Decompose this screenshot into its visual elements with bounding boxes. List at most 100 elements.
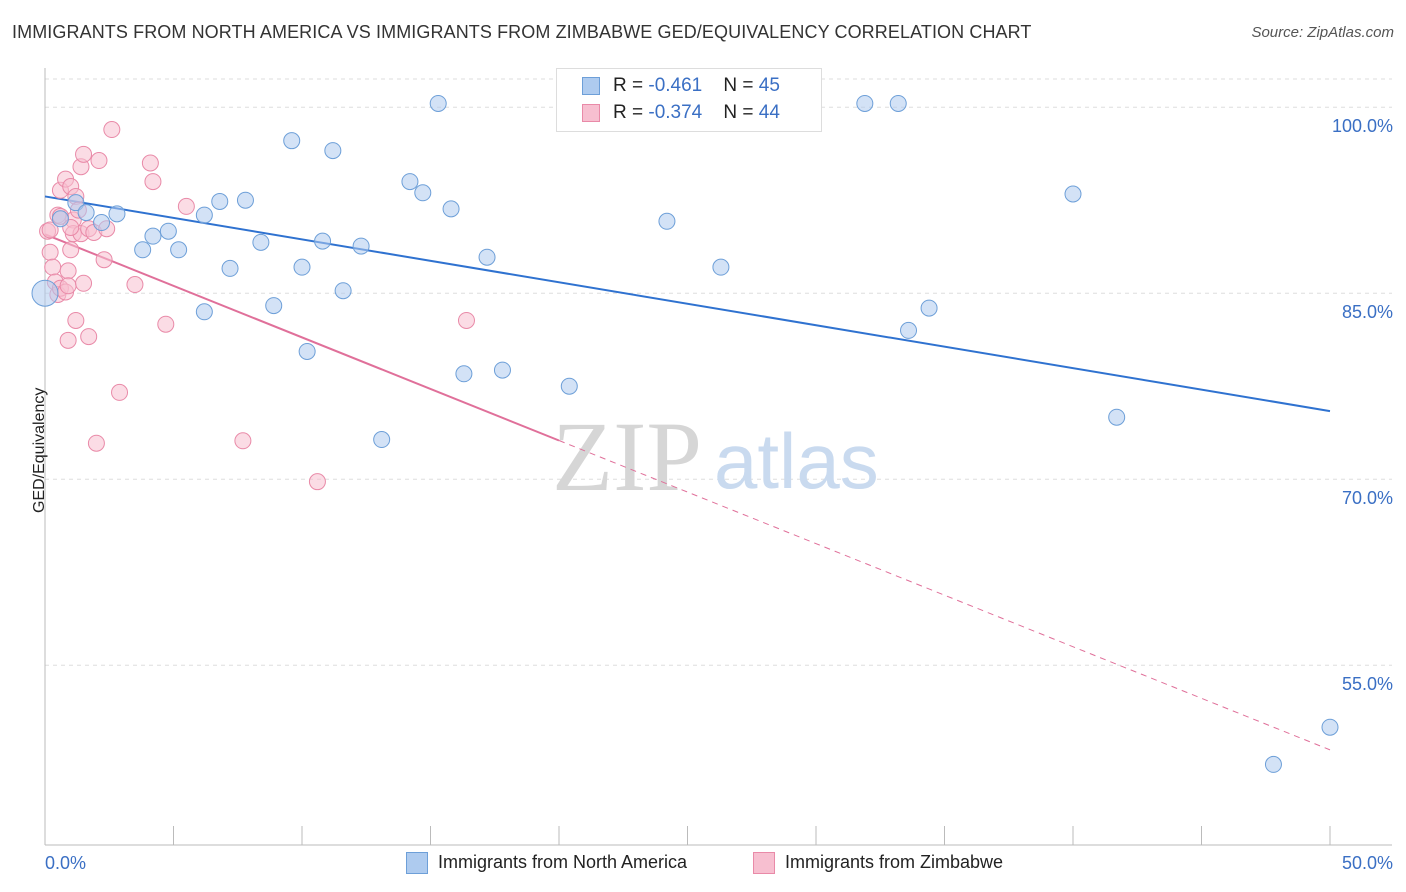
north-america-point bbox=[455, 365, 473, 383]
legend-swatch-blue bbox=[582, 77, 600, 95]
north-america-point bbox=[429, 94, 447, 112]
y-tick-label: 55.0% bbox=[1342, 674, 1393, 694]
north-america-point bbox=[170, 241, 188, 259]
legend-r-value: -0.374 bbox=[648, 102, 703, 123]
zimbabwe-point bbox=[59, 277, 77, 295]
zimbabwe-point bbox=[67, 311, 85, 329]
zimbabwe-point bbox=[62, 241, 80, 259]
north-america-point bbox=[265, 297, 283, 315]
north-america-point bbox=[1064, 185, 1082, 203]
data-points bbox=[31, 94, 1339, 773]
zimbabwe-point bbox=[177, 197, 195, 215]
north-america-point bbox=[221, 259, 239, 277]
north-america-point bbox=[67, 194, 85, 212]
axes bbox=[44, 68, 1392, 846]
zimbabwe-point bbox=[87, 434, 105, 452]
north-america-point bbox=[560, 377, 578, 395]
zimbabwe-point bbox=[41, 221, 59, 239]
north-america-point bbox=[1321, 718, 1339, 736]
zimbabwe-point bbox=[95, 251, 113, 269]
zimbabwe-point bbox=[308, 473, 326, 491]
zimbabwe-point bbox=[59, 331, 77, 349]
north-america-point bbox=[144, 227, 162, 245]
north-america-point bbox=[134, 241, 152, 259]
north-america-point bbox=[252, 233, 270, 251]
zimbabwe-trend-line-extrapolated bbox=[558, 440, 1331, 751]
north-america-point bbox=[31, 279, 59, 307]
y-axis-label: GED/Equivalency bbox=[31, 387, 48, 513]
north-america-point bbox=[493, 361, 511, 379]
north-america-point bbox=[334, 282, 352, 300]
grid-lines bbox=[45, 78, 1392, 666]
north-america-point bbox=[236, 191, 254, 209]
north-america-point bbox=[211, 192, 229, 210]
north-america-point bbox=[442, 200, 460, 218]
zimbabwe-point bbox=[157, 315, 175, 333]
bottom-legend-north-america: Immigrants from North America bbox=[406, 852, 688, 875]
north-america-point bbox=[159, 222, 177, 240]
north-america-point bbox=[712, 258, 730, 276]
north-america-point bbox=[401, 173, 419, 191]
north-america-point bbox=[658, 212, 676, 230]
zimbabwe-point bbox=[234, 432, 252, 450]
north-america-point bbox=[283, 132, 301, 150]
north-america-point bbox=[920, 299, 938, 317]
legend-n-value: 44 bbox=[758, 102, 780, 123]
north-america-point bbox=[352, 237, 370, 255]
zimbabwe-point bbox=[111, 383, 129, 401]
north-america-point bbox=[93, 214, 111, 232]
north-america-point bbox=[195, 206, 213, 224]
zimbabwe-point bbox=[90, 152, 108, 170]
legend-n-label: N = bbox=[723, 102, 759, 123]
bottom-legend-swatch-pink bbox=[753, 852, 775, 875]
bottom-legend-zimbabwe: Immigrants from Zimbabwe bbox=[753, 852, 1004, 875]
zimbabwe-point bbox=[75, 274, 93, 292]
stats-legend: R = -0.461 N = 45 R = -0.374 N = 44 bbox=[556, 68, 822, 132]
legend-n-label: N = bbox=[723, 75, 759, 96]
x-tick-label-min: 0.0% bbox=[45, 853, 86, 873]
legend-r-value: -0.461 bbox=[648, 75, 703, 96]
north-america-point bbox=[108, 205, 126, 223]
x-tick-label-max: 50.0% bbox=[1342, 853, 1393, 873]
north-america-point bbox=[478, 248, 496, 266]
zimbabwe-point bbox=[103, 121, 121, 139]
chart-title: IMMIGRANTS FROM NORTH AMERICA VS IMMIGRA… bbox=[12, 22, 1032, 42]
bottom-legend-label: Immigrants from Zimbabwe bbox=[785, 852, 1004, 872]
legend-n-value: 45 bbox=[758, 75, 780, 96]
watermark-zip: ZIP bbox=[552, 401, 702, 512]
north-america-point bbox=[314, 232, 332, 250]
y-tick-label: 70.0% bbox=[1342, 488, 1393, 508]
north-america-point bbox=[1108, 408, 1126, 426]
watermark-atlas: atlas bbox=[714, 417, 879, 505]
north-america-point bbox=[414, 184, 432, 202]
source-label: Source: ZipAtlas.com bbox=[1251, 24, 1394, 41]
north-america-point bbox=[856, 94, 874, 112]
north-america-trend-line bbox=[44, 195, 1331, 413]
north-america-point bbox=[1264, 755, 1282, 773]
legend-swatch-pink bbox=[582, 104, 600, 122]
north-america-point bbox=[293, 258, 311, 276]
north-america-point bbox=[51, 210, 69, 228]
zimbabwe-point bbox=[126, 276, 144, 294]
y-tick-label: 85.0% bbox=[1342, 302, 1393, 322]
north-america-point bbox=[889, 94, 907, 112]
north-america-point bbox=[77, 204, 95, 222]
watermark: ZIP atlas bbox=[552, 401, 879, 512]
zimbabwe-point bbox=[59, 262, 77, 280]
bottom-legend-label: Immigrants from North America bbox=[438, 852, 688, 872]
bottom-legend-swatch-blue bbox=[406, 852, 428, 875]
trend-lines bbox=[44, 195, 1331, 751]
north-america-point bbox=[373, 431, 391, 449]
legend-r-label: R = bbox=[613, 102, 649, 123]
zimbabwe-trend-line bbox=[44, 233, 560, 442]
tick-labels: 55.0% 70.0% 85.0% 100.0% 0.0% 50.0% bbox=[45, 116, 1393, 873]
north-america-point bbox=[195, 303, 213, 321]
zimbabwe-point bbox=[41, 243, 59, 261]
y-tick-label: 100.0% bbox=[1332, 116, 1393, 136]
zimbabwe-point bbox=[457, 311, 475, 329]
zimbabwe-point bbox=[44, 258, 62, 276]
legend-r-label: R = bbox=[613, 75, 649, 96]
north-america-point bbox=[324, 142, 342, 160]
zimbabwe-point bbox=[75, 145, 93, 163]
